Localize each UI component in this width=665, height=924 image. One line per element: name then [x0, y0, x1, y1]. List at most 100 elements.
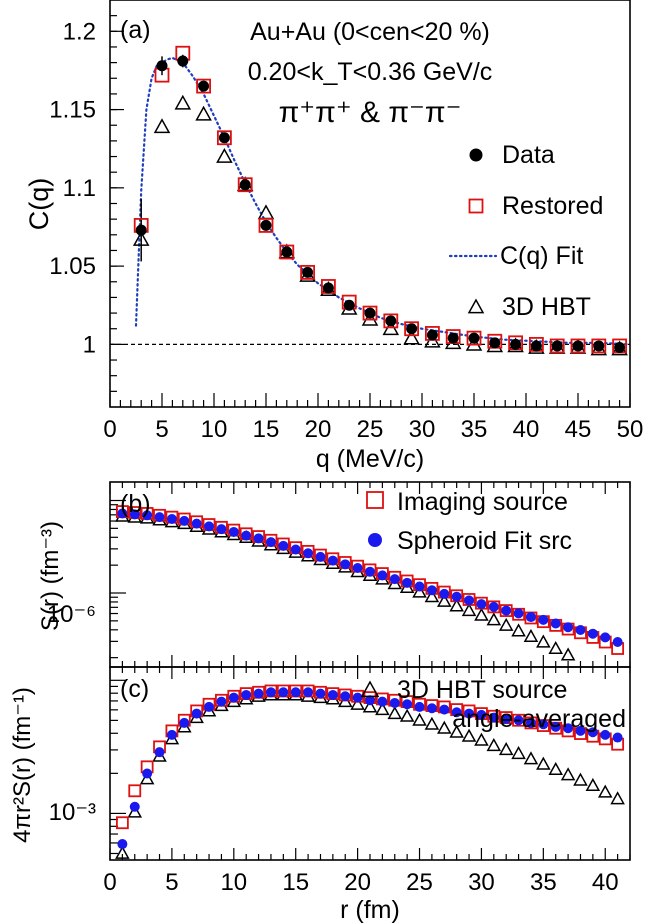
spheroid-fit-point [154, 747, 165, 758]
panel-c-xtick-label: 5 [165, 869, 178, 896]
panel-a-ylabel: C(q) [24, 178, 54, 231]
panel-c-xtick-label: 10 [220, 869, 247, 896]
legend-marker [360, 680, 380, 698]
hbt-source-point [412, 584, 427, 598]
spheroid-fit-point [179, 515, 190, 526]
spheroid-fit-point [315, 688, 326, 699]
spheroid-fit-point [228, 692, 239, 703]
spheroid-fit-point [600, 729, 611, 740]
spheroid-fit-point [315, 551, 326, 562]
restored-point [300, 264, 316, 280]
legend-marker [368, 533, 382, 547]
restored-point [466, 330, 482, 346]
spheroid-fit-point [303, 687, 314, 698]
restored-point [237, 177, 253, 193]
imaging-source-point [487, 600, 501, 614]
restored-point [383, 313, 399, 329]
hbt-source-point [461, 728, 477, 742]
data-point [468, 332, 480, 344]
hbt-source-point [399, 708, 415, 722]
hbt-source-point [115, 845, 130, 859]
hbt-source-point [486, 612, 502, 626]
restored-point [570, 338, 586, 354]
spheroid-fit-point [377, 696, 388, 707]
hbt-source-point [486, 737, 502, 752]
data-point [406, 323, 418, 335]
panel-c-xtick-label: 25 [406, 869, 433, 896]
spheroid-fit-point [290, 687, 301, 698]
panel-a-xtick-label: 5 [155, 416, 168, 443]
spheroid-fit-point [587, 727, 598, 738]
hbt-source-point [536, 634, 551, 648]
panel-a-xtick-label: 0 [103, 416, 116, 443]
data-point [489, 337, 501, 349]
panel-a-ytick-label: 1.15 [49, 97, 96, 124]
legend-marker [467, 298, 485, 314]
spheroid-fit-point [352, 563, 363, 574]
spheroid-fit-point [191, 518, 202, 529]
hbt-source-point [523, 628, 539, 643]
panel-c-ylabel: 4πr²S(r) (fm⁻¹) [9, 687, 36, 843]
panel-b-ylabel: S(r) (fm⁻³) [37, 521, 64, 631]
spheroid-fit-point [340, 559, 351, 570]
hbt-source-point [387, 706, 403, 720]
spheroid-fit-point [253, 533, 264, 544]
data-point [239, 179, 251, 191]
panel-c-xtick-label: 15 [282, 869, 309, 896]
spheroid-fit-point [228, 526, 239, 537]
panel-b-ytick-label: 10⁻⁶ [47, 601, 96, 628]
data-point [510, 338, 522, 350]
imaging-source-point [499, 604, 513, 617]
spheroid-fit-point [525, 612, 536, 623]
data-point [530, 340, 542, 352]
panel-a-tag: (a) [120, 16, 151, 44]
legend-label: 3D HBT source [397, 676, 567, 704]
panel-a-xtick-label: 45 [565, 416, 592, 443]
hbt-source-point [437, 720, 452, 734]
hbt-source-point [424, 589, 440, 603]
legend-label: C(q) Fit [500, 242, 583, 270]
data-point [614, 342, 626, 354]
spheroid-fit-point [439, 704, 450, 715]
panel-a-xtick-label: 20 [305, 416, 332, 443]
hbt-source-point [511, 745, 526, 760]
panel-a-xtick-label: 15 [253, 416, 280, 443]
data-point [156, 60, 168, 72]
legend-label: Imaging source [397, 488, 568, 516]
imaging-source-point [115, 816, 129, 830]
data-point [135, 224, 147, 236]
hbt-source-point [350, 696, 365, 710]
legend-marker [469, 148, 483, 162]
hbt-source-point [511, 623, 526, 637]
restored-point [549, 338, 565, 354]
panel-a-ytick-label: 1 [83, 331, 96, 358]
spheroid-fit-point [241, 530, 252, 541]
spheroid-fit-point [253, 688, 264, 699]
spheroid-fit-point [327, 689, 338, 700]
spheroid-fit-point [265, 687, 276, 698]
spheroid-fit-point [241, 689, 252, 700]
hbt-source-point [610, 791, 625, 805]
spheroid-fit-point [179, 717, 190, 728]
spheroid-fit-point [402, 699, 413, 710]
spheroid-fit-point [587, 628, 598, 639]
spheroid-fit-point [426, 703, 437, 714]
hbt-source-point [461, 603, 477, 617]
spheroid-fit-point [525, 717, 536, 728]
spheroid-fit-point [464, 595, 475, 606]
imaging-source-point [128, 784, 142, 798]
hbt-point [465, 335, 483, 351]
spheroid-fit-point [365, 566, 375, 577]
legend-marker [366, 491, 384, 509]
spheroid-fit-point [612, 732, 623, 743]
spheroid-fit-point [389, 697, 400, 708]
panel-c-xtick-label: 35 [530, 869, 557, 896]
spheroid-fit-point [327, 555, 338, 566]
panel-a-ytick-label: 1.1 [63, 175, 96, 202]
spheroid-fit-point [476, 599, 487, 610]
spheroid-fit-point [464, 708, 475, 719]
panel-a-ytick-label: 1.2 [63, 18, 96, 45]
spheroid-fit-point [476, 709, 487, 720]
spheroid-fit-point [142, 510, 153, 521]
spheroid-fit-point [216, 696, 227, 707]
